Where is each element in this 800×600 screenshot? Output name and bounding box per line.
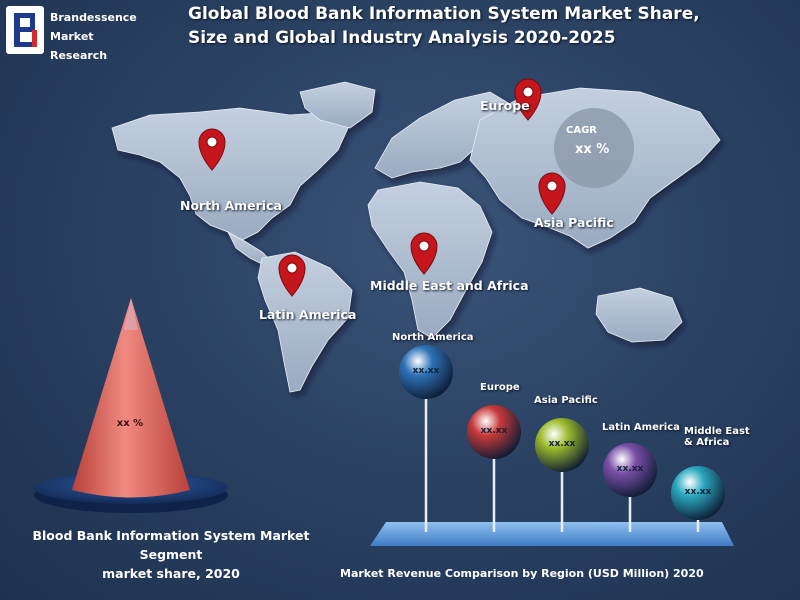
- ball-region-line-1: North America: [392, 332, 474, 343]
- pin-icon: [538, 172, 566, 215]
- ball-value: xx.xx: [548, 439, 576, 449]
- ball-value: xx.xx: [480, 426, 508, 436]
- pin-icon: [198, 128, 226, 171]
- brand-line-1: Brandessence: [50, 11, 137, 24]
- brand-logo: [6, 6, 44, 54]
- ball-region-label: Europe: [480, 382, 520, 393]
- ball-region-line-1: Middle East: [684, 426, 750, 437]
- revenue-ball: [671, 466, 725, 520]
- ball-region-label: Latin America: [602, 422, 680, 433]
- region-label-asia-pacific: Asia Pacific: [534, 215, 614, 230]
- title-line-2: Size and Global Industry Analysis 2020-2…: [188, 28, 616, 48]
- page-title: Global Blood Bank Information System Mar…: [188, 2, 788, 50]
- revenue-ball: [399, 345, 453, 399]
- ball-region-label: Middle East & Africa: [684, 426, 750, 448]
- ball-region-line-2: & Africa: [684, 437, 730, 448]
- ball-value: xx.xx: [616, 464, 644, 474]
- greenland-landmass: [299, 81, 376, 129]
- north-america-landmass: [111, 107, 349, 241]
- australia-landmass: [595, 287, 683, 343]
- south-america-landmass: [257, 251, 353, 393]
- ball-value: xx.xx: [684, 487, 712, 497]
- brand-name: Brandessence Market Research: [50, 8, 137, 65]
- ball-region-line-1: Asia Pacific: [534, 395, 598, 406]
- revenue-ball: [467, 405, 521, 459]
- ball-region-label: Asia Pacific: [534, 395, 598, 406]
- segment-share-caption: Blood Bank Information System Market Seg…: [6, 526, 336, 583]
- region-label-north-america: North America: [180, 198, 282, 213]
- cone-value-label: xx %: [116, 418, 144, 429]
- revenue-ball: [603, 443, 657, 497]
- pin-icon: [278, 254, 306, 297]
- pin-icon: [514, 78, 542, 121]
- brand-line-3: Research: [50, 49, 108, 62]
- cagr-circle: [554, 108, 634, 188]
- segment-caption-line-2: market share, 2020: [102, 566, 240, 581]
- cagr-label: CAGR: [566, 125, 597, 136]
- ball-region-line-1: Latin America: [602, 422, 680, 433]
- ball-value: xx.xx: [412, 366, 440, 376]
- region-label-latin-america: Latin America: [259, 307, 357, 322]
- title-line-1: Global Blood Bank Information System Mar…: [188, 4, 700, 24]
- segment-caption-line-1: Blood Bank Information System Market Seg…: [32, 528, 310, 562]
- revenue-ball: [535, 418, 589, 472]
- cagr-value: xx %: [575, 142, 610, 157]
- revenue-comparison-caption: Market Revenue Comparison by Region (USD…: [340, 567, 704, 580]
- ball-region-label: North America: [392, 332, 474, 343]
- pin-icon: [410, 232, 438, 275]
- region-label-middle-east-africa: Middle East and Africa: [370, 278, 529, 293]
- cone-segment: [72, 298, 190, 498]
- ball-region-line-1: Europe: [480, 382, 520, 393]
- region-label-europe: Europe: [480, 98, 530, 113]
- brand-line-2: Market: [50, 30, 94, 43]
- platform: [370, 522, 734, 546]
